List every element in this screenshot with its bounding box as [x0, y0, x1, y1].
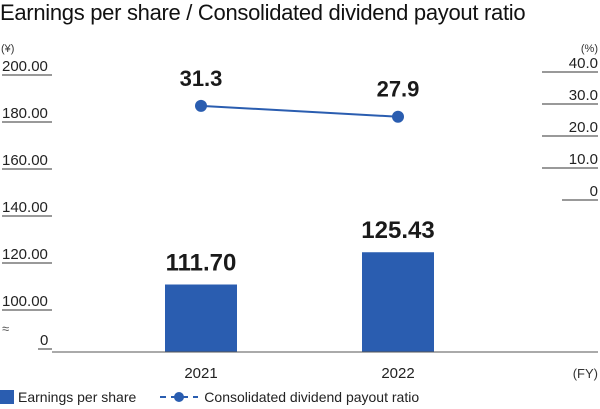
eps-bar-label: 111.70: [166, 250, 237, 277]
chart-title: Earnings per share / Consolidated divide…: [0, 0, 526, 25]
right-tick-label: 40.0: [569, 55, 598, 72]
left-axis-unit: (¥): [1, 43, 14, 55]
left-tick-label: 180.00: [2, 105, 48, 122]
bar-series: 111.70 125.43: [165, 217, 435, 352]
payout-point: [195, 99, 207, 112]
x-tick-label: 2021: [184, 365, 217, 382]
legend-bar-label: Earnings per share: [18, 389, 137, 405]
legend-item-payout: Consolidated dividend payout ratio: [158, 389, 419, 405]
left-tick-label: 100.00: [2, 293, 48, 310]
legend-item-eps: Earnings per share: [0, 389, 136, 405]
left-tick-label: 0: [40, 332, 48, 349]
eps-bar: [362, 252, 434, 352]
right-tick-label: 10.0: [569, 151, 598, 168]
right-tick-label: 0: [590, 183, 598, 200]
legend-line-label: Consolidated dividend payout ratio: [204, 389, 420, 405]
axis-break-mark: ≈: [2, 321, 9, 336]
x-axis-unit: (FY): [573, 366, 598, 381]
eps-bar-label: 125.43: [361, 217, 434, 244]
right-tick-label: 30.0: [569, 87, 598, 104]
payout-point-label: 27.9: [377, 77, 420, 102]
legend-line-swatch: [158, 390, 200, 404]
x-tick-label: 2022: [381, 365, 414, 382]
left-tick-label: 120.00: [2, 246, 48, 263]
right-axis-unit: (%): [581, 43, 598, 55]
left-axis: (¥) 200.00 180.00 160.00 140.00 120.00 100.00 0…: [1, 43, 52, 350]
legend-bar-swatch: [0, 390, 14, 404]
line-series: 31.3 27.9: [180, 66, 420, 123]
x-axis: 2021 2022 (FY): [52, 351, 598, 382]
payout-line: [200, 104, 399, 118]
payout-point-label: 31.3: [180, 66, 223, 91]
right-tick-label: 20.0: [569, 119, 598, 136]
eps-bar: [165, 284, 237, 352]
payout-point: [392, 110, 404, 123]
legend: Earnings per share Consolidated dividend…: [0, 387, 441, 407]
right-axis: (%)40.0 30.0 20.0 10.0 0: [542, 43, 598, 201]
left-tick-label: 140.00: [2, 199, 48, 216]
left-tick-label: 200.00: [2, 58, 48, 75]
left-tick-label: 160.00: [2, 152, 48, 169]
